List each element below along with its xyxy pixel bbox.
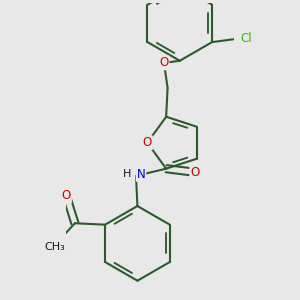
Text: O: O [190, 166, 200, 179]
Text: O: O [62, 190, 71, 202]
Text: Cl: Cl [241, 32, 252, 45]
Text: O: O [143, 136, 152, 149]
Text: H: H [122, 169, 131, 179]
Text: N: N [136, 168, 146, 181]
Text: O: O [159, 56, 169, 69]
Text: CH₃: CH₃ [44, 242, 65, 252]
